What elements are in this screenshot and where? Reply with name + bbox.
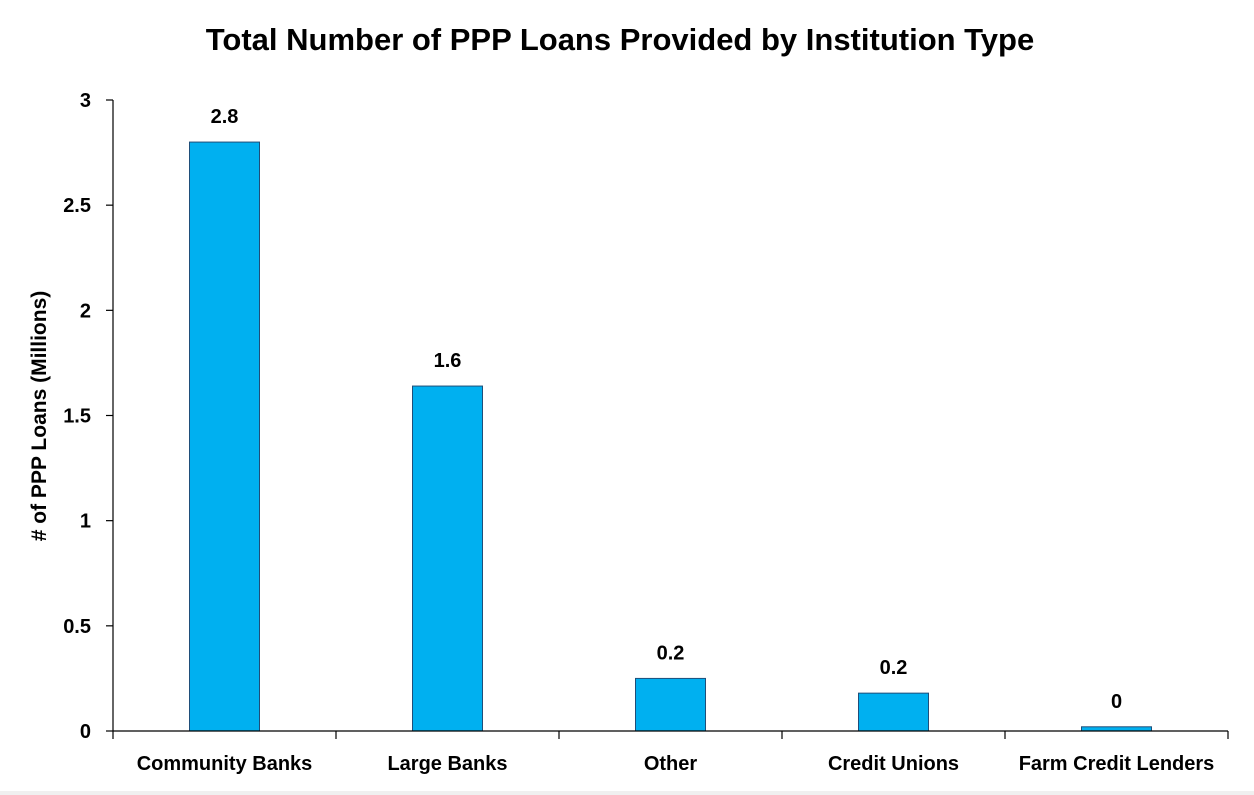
bars-group: [189, 141, 1152, 732]
bottom-strip: [0, 791, 1254, 795]
y-tick-label: 3: [80, 90, 91, 112]
y-tick-label: 0.5: [63, 616, 91, 638]
y-tick-label: 0: [80, 721, 91, 743]
bar-farm-credit-lenders: [1081, 726, 1152, 732]
x-tick-label: Community Banks: [137, 753, 313, 775]
y-tick-label: 1: [80, 511, 91, 533]
y-tick-label: 1.5: [63, 406, 91, 428]
y-tick-label: 2: [80, 300, 91, 322]
data-label: 0.2: [880, 657, 908, 679]
data-label: 2.8: [211, 106, 239, 128]
x-tick-label: Farm Credit Lenders: [1019, 753, 1215, 775]
bar-other: [635, 677, 706, 732]
data-labels-group: 2.8 1.6 0.2 0.2 0: [211, 106, 1122, 713]
data-label: 1.6: [434, 350, 462, 372]
x-tick-label: Other: [644, 753, 698, 775]
x-tick-label: Credit Unions: [828, 753, 959, 775]
y-tick-label: 2.5: [63, 195, 91, 217]
y-axis-label-group: # of PPP Loans (Millions): [28, 291, 51, 541]
x-tick-label: Large Banks: [387, 753, 507, 775]
bar-credit-unions: [858, 692, 929, 732]
bar-community-banks: [189, 141, 260, 732]
y-axis-label: # of PPP Loans (Millions): [28, 291, 51, 541]
data-label: 0.2: [657, 642, 685, 664]
bar-large-banks: [412, 385, 483, 732]
x-categories-group: Community Banks Large Banks Other Credit Un…: [137, 753, 1215, 775]
data-label: 0: [1111, 691, 1122, 713]
y-ticks-group: 0 0.5 1 1.5 2 2.5 3: [63, 90, 113, 743]
chart-title: Total Number of PPP Loans Provided by In…: [205, 22, 1035, 57]
